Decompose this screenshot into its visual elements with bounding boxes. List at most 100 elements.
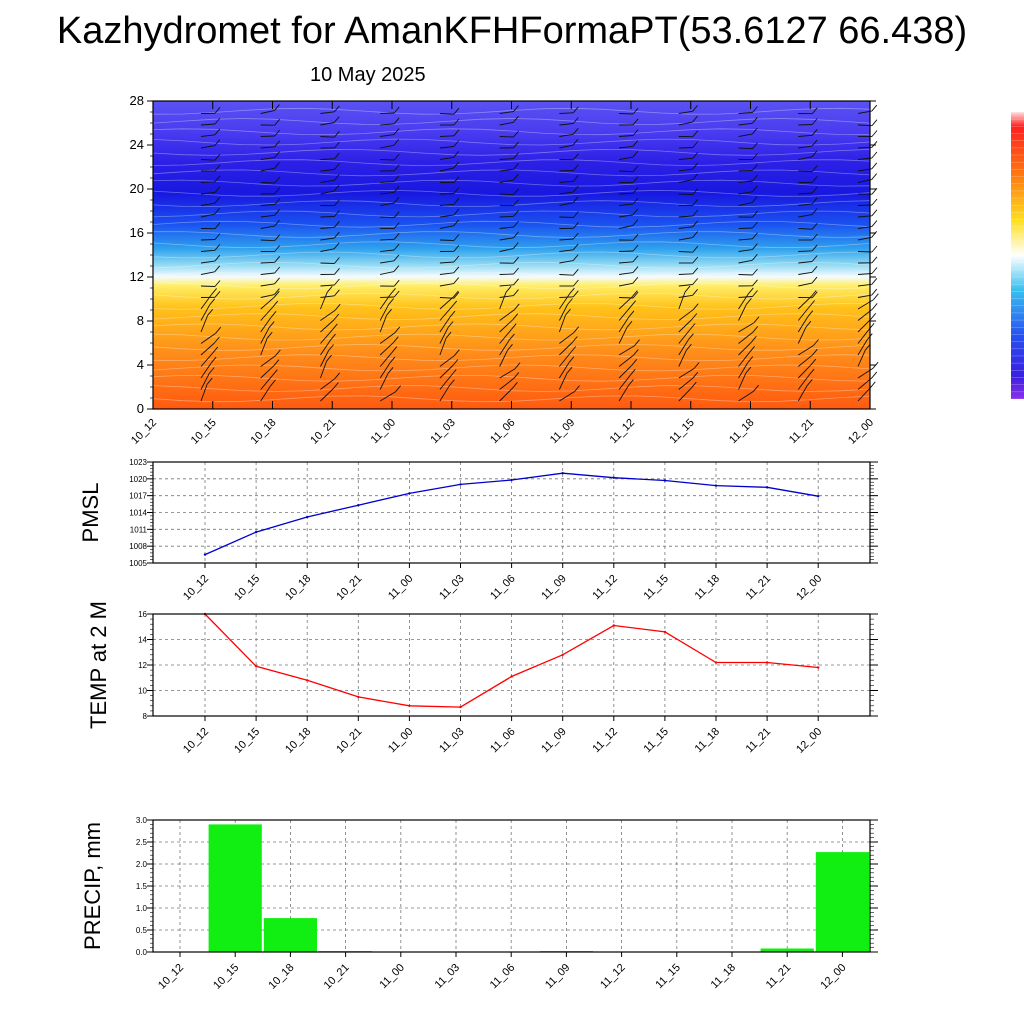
wind-barb-flag — [214, 186, 221, 193]
wind-barb-staff — [380, 296, 395, 298]
contour-line — [152, 282, 871, 290]
wind-barb-flag — [632, 233, 639, 241]
x-tick-label: 11_18 — [709, 962, 739, 992]
wind-barb-flag — [326, 286, 333, 293]
data-point — [817, 666, 820, 669]
wind-barb-staff — [857, 339, 868, 356]
wind-barb-staff — [678, 294, 693, 298]
wind-barb-staff — [260, 375, 273, 390]
wind-barb-staff — [320, 226, 335, 229]
contour-line — [152, 118, 871, 125]
wind-barb — [439, 290, 459, 310]
wind-barb — [260, 118, 281, 126]
x-tick-label: 11_18 — [693, 573, 723, 603]
wind-barb — [380, 106, 400, 114]
wind-barb-staff — [857, 387, 871, 402]
wind-barb-staff — [798, 271, 813, 275]
data-point — [612, 476, 615, 479]
contour-line — [152, 272, 871, 279]
wind-barb-flag — [389, 356, 396, 364]
wind-barb-flag — [753, 316, 760, 323]
x-tick-label: 10_18 — [266, 962, 296, 992]
wind-barb — [499, 333, 515, 356]
contour-line — [152, 159, 871, 167]
wind-barb-flag — [811, 244, 818, 252]
wind-barb — [260, 162, 280, 172]
wind-barb-staff — [499, 292, 507, 310]
wind-barb — [559, 117, 579, 126]
wind-barb-flag — [692, 209, 699, 217]
wind-barb — [499, 303, 520, 321]
wind-barb — [439, 255, 460, 264]
wind-barb — [379, 336, 399, 356]
wind-barb — [559, 290, 579, 298]
wind-barb — [619, 140, 639, 149]
wind-barb — [618, 369, 636, 390]
wind-barb-flag — [750, 336, 757, 343]
wind-barb-staff — [738, 304, 747, 321]
x-tick-label: 10_18 — [249, 417, 279, 447]
wind-barb-flag — [386, 308, 392, 316]
wind-barb-flag — [513, 278, 519, 286]
wind-barb-staff — [738, 341, 752, 356]
wind-barb — [797, 290, 817, 310]
wind-barb-flag — [214, 222, 221, 229]
wind-barb-flag — [632, 187, 639, 194]
wind-barb-flag — [632, 165, 639, 172]
wind-barb — [380, 265, 400, 275]
wind-barb-flag — [572, 243, 579, 251]
wind-barb-staff — [260, 135, 275, 137]
wind-barb — [738, 254, 758, 264]
contour-line — [152, 148, 871, 156]
y-tick-label: 2.0 — [136, 860, 148, 869]
wind-barb — [619, 107, 639, 115]
wind-barb — [320, 221, 340, 229]
wind-barb-staff — [619, 261, 634, 264]
wind-barb-flag — [632, 140, 639, 147]
wind-barb-staff — [738, 180, 753, 183]
wind-barb-flag — [632, 208, 639, 216]
wind-barb — [439, 208, 460, 218]
wind-barb-flag — [214, 153, 221, 161]
wind-barb — [201, 164, 221, 172]
wind-barb-flag — [513, 130, 519, 138]
contour-line — [152, 241, 871, 249]
wind-barb — [499, 313, 519, 333]
wind-barb — [738, 185, 758, 195]
wind-barb-staff — [559, 238, 574, 241]
wind-barb — [499, 231, 519, 241]
wind-barb — [558, 308, 571, 333]
wind-barb-staff — [200, 271, 215, 275]
wind-barb-flag — [452, 290, 459, 298]
x-tick-label: 10_12 — [181, 573, 211, 603]
wind-barb-staff — [200, 373, 210, 390]
wind-barb-flag — [573, 326, 580, 333]
wind-barb-staff — [499, 378, 515, 390]
wind-barb — [200, 128, 221, 137]
wind-barb — [619, 277, 639, 287]
wind-barb-staff — [380, 134, 395, 137]
wind-barb-flag — [807, 310, 814, 317]
wind-barb-flag — [513, 267, 519, 275]
wind-barb — [439, 266, 460, 275]
wind-barb-flag — [752, 106, 758, 113]
data-point — [510, 478, 513, 482]
wind-barb — [678, 362, 700, 379]
wind-barb-flag — [388, 298, 394, 305]
wind-barb — [558, 366, 573, 390]
wind-barb — [559, 346, 577, 367]
wind-barb — [798, 291, 818, 299]
wind-barb — [499, 163, 519, 172]
wind-barb-flag — [505, 285, 512, 293]
chart-title: Kazhydromet for AmanKFHFormaPT(53.6127 6… — [56, 10, 968, 52]
wind-barb-staff — [200, 260, 215, 264]
wind-barb — [559, 128, 579, 137]
y-tick-label: 1005 — [129, 559, 147, 568]
wind-barb — [260, 151, 280, 160]
wind-barb — [320, 303, 341, 321]
wind-barb-flag — [871, 187, 878, 195]
wind-barb-staff — [618, 345, 635, 356]
wind-barb-staff — [738, 191, 753, 195]
wind-barb-staff — [798, 214, 813, 218]
wind-barb — [559, 106, 579, 114]
